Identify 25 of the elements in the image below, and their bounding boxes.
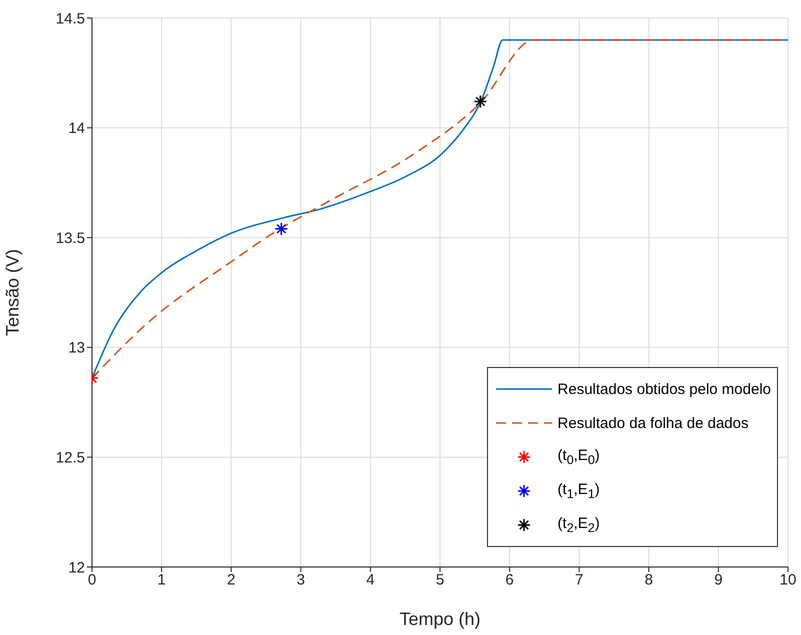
x-tick-label: 10 <box>780 572 796 589</box>
y-axis-title: Tensão (V) <box>2 248 22 336</box>
legend-label: (t$_{0}$,E$_{0}$) <box>558 447 600 467</box>
line-series <box>92 39 788 379</box>
legend-label: (t$_{2}$,E$_{2}$) <box>558 515 600 535</box>
y-tick-label: 12 <box>68 559 85 576</box>
y-tick-label: 13.5 <box>56 230 85 247</box>
legend-label: Resultado da folha de dados <box>558 414 748 432</box>
x-axis-title: Tempo (h) <box>399 609 481 629</box>
x-tick-label: 5 <box>436 572 444 589</box>
x-tick-label: 0 <box>88 572 96 589</box>
y-tick-label: 13 <box>68 340 85 357</box>
x-tick-label: 7 <box>575 572 584 589</box>
x-tick-label: 6 <box>505 572 514 589</box>
x-tick-label: 2 <box>227 572 236 589</box>
x-tick-label: 1 <box>157 572 166 589</box>
legend-label: (t$_{1}$,E$_{1}$) <box>558 481 600 501</box>
legend-label: Resultados obtidos pelo modelo <box>558 380 771 398</box>
y-tick-label: 14.5 <box>56 10 85 28</box>
x-tick-label: 9 <box>714 572 723 589</box>
y-tick-label: 12.5 <box>56 450 85 467</box>
x-tick-label: 3 <box>296 572 305 589</box>
x-tick-label: 8 <box>644 572 653 589</box>
x-tick-label: 4 <box>366 572 375 589</box>
y-tick-label: 14 <box>68 120 85 138</box>
